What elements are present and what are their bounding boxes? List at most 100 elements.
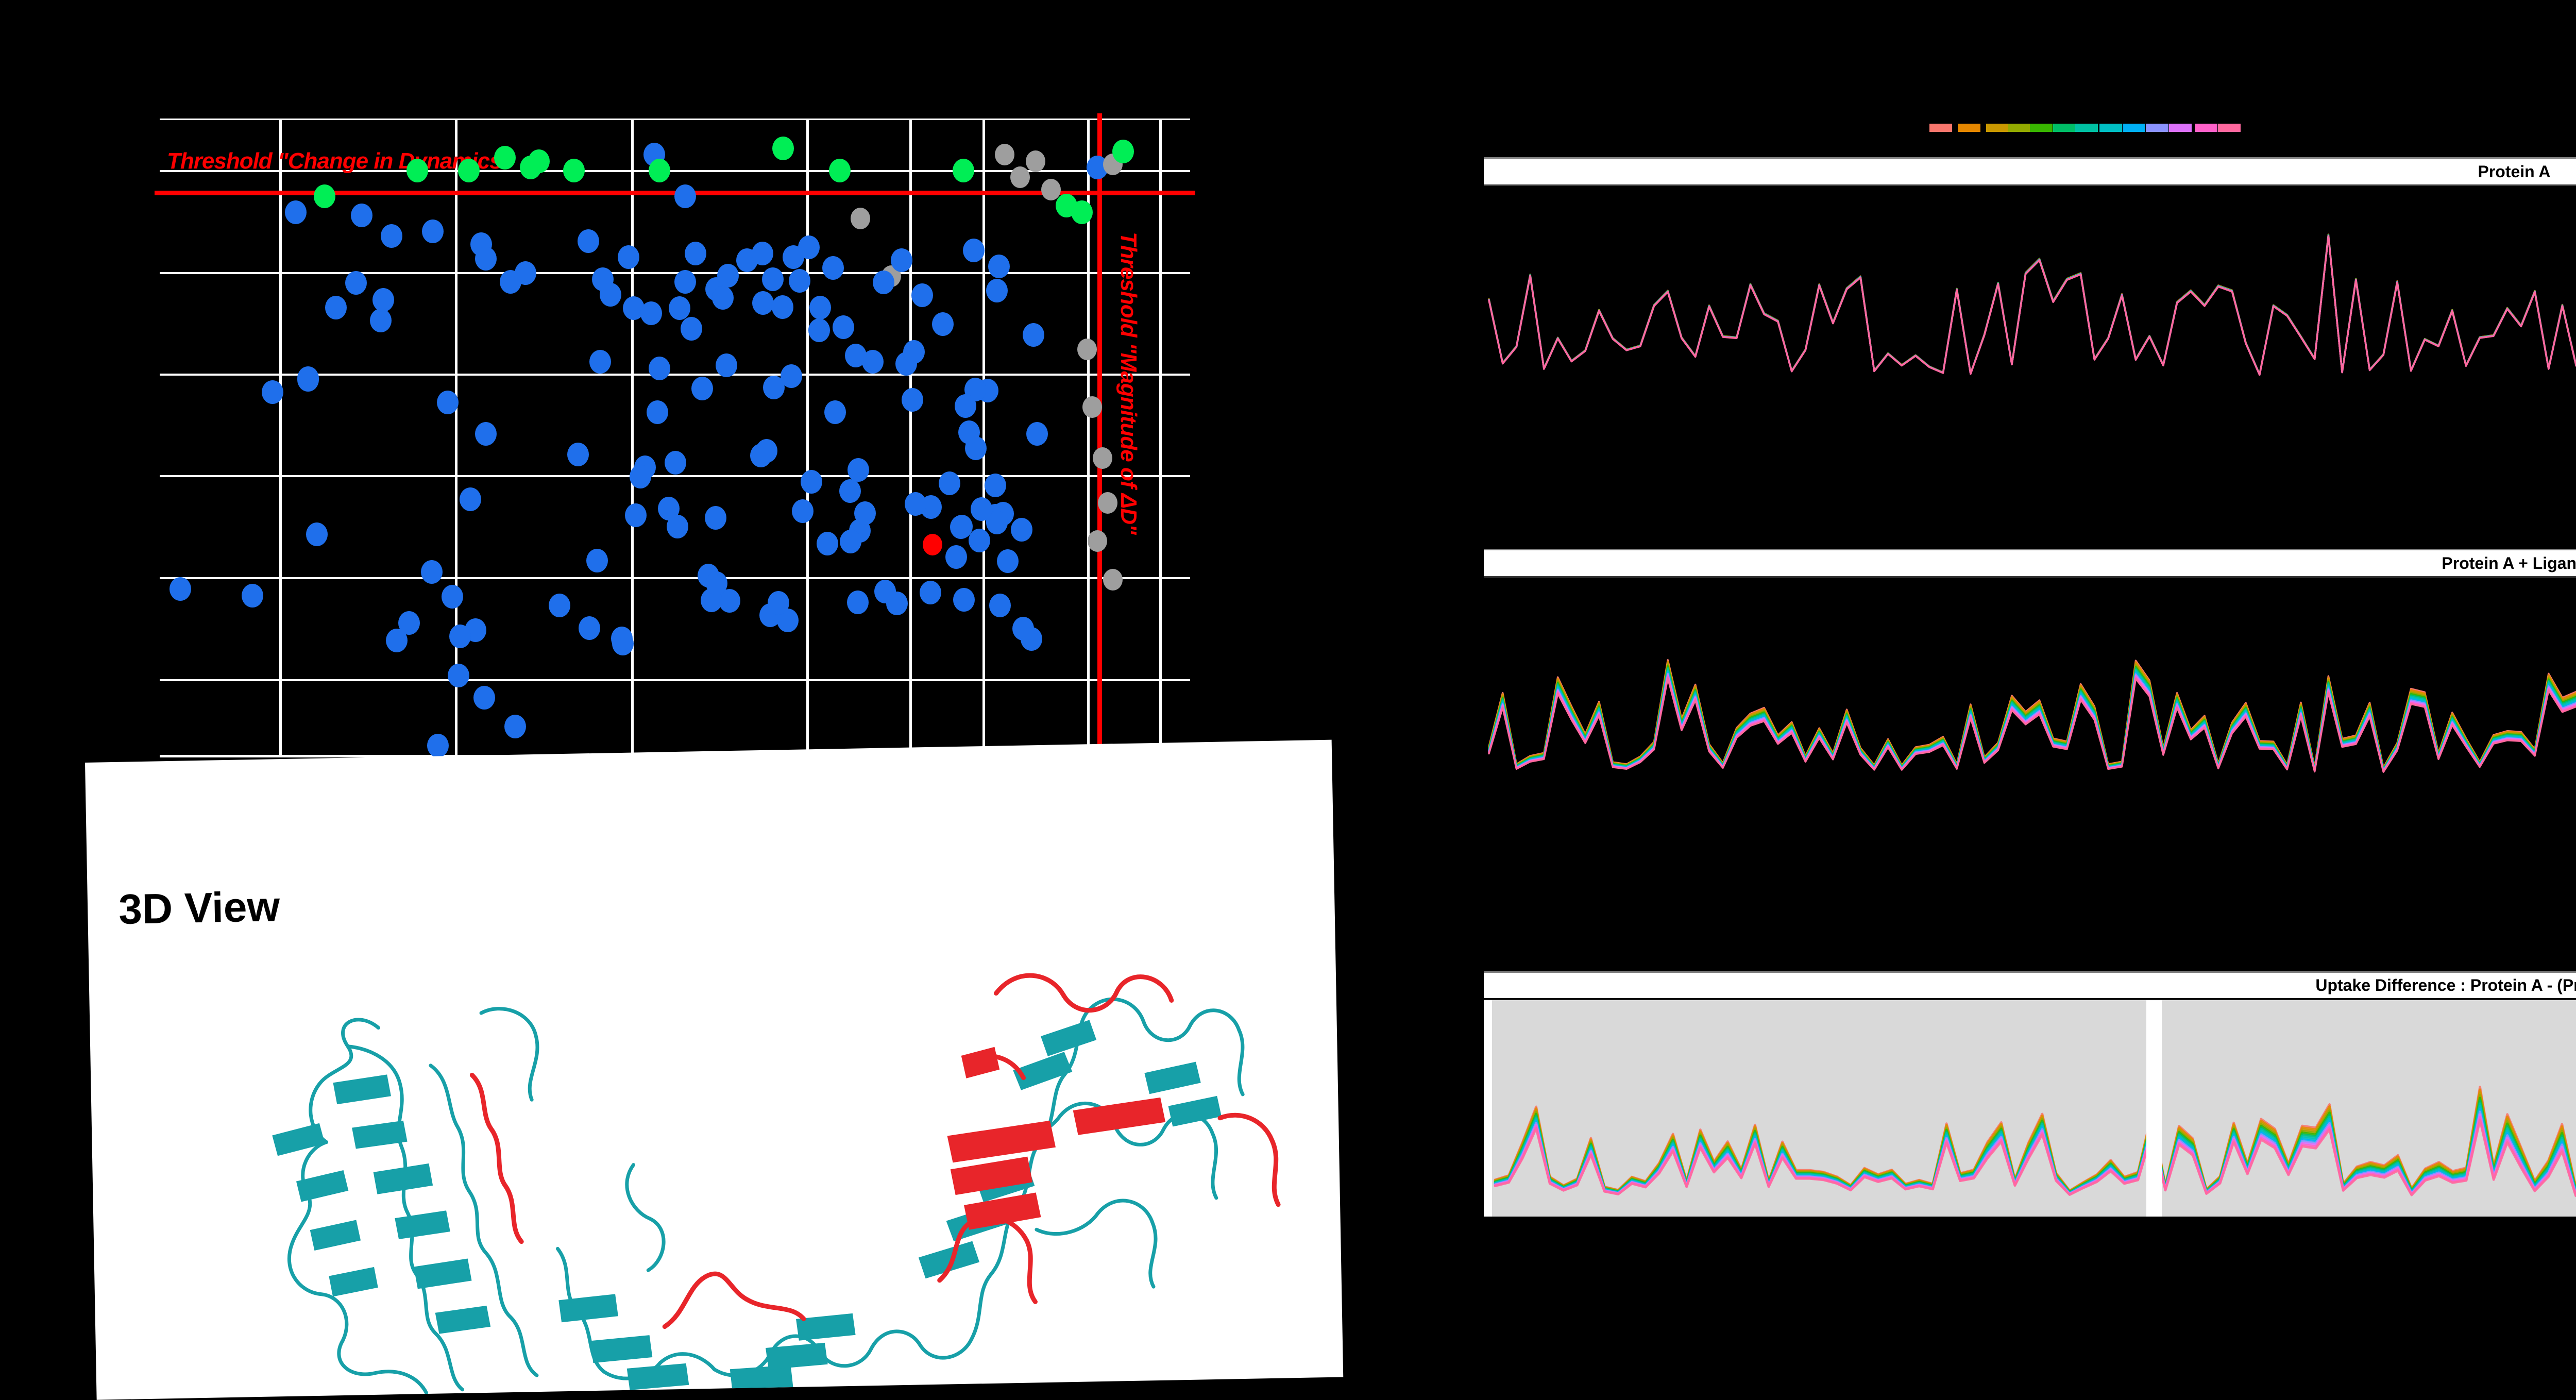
scatter-point[interactable] — [1010, 518, 1032, 542]
scatter-point[interactable] — [752, 242, 773, 266]
scatter-point[interactable] — [891, 248, 912, 272]
scatter-point[interactable] — [801, 469, 823, 494]
scatter-point[interactable] — [325, 295, 347, 319]
scatter-point[interactable] — [904, 492, 926, 516]
scatter-point[interactable] — [988, 255, 1010, 279]
scatter-point[interactable] — [647, 400, 669, 424]
scatter-point[interactable] — [847, 458, 869, 482]
scatter-point[interactable] — [953, 159, 974, 183]
scatter-point[interactable] — [473, 686, 495, 710]
scatter-point[interactable] — [624, 503, 647, 527]
scatter-point[interactable] — [262, 380, 284, 404]
scatter-point[interactable] — [297, 366, 319, 391]
scatter-point[interactable] — [712, 285, 734, 310]
scatter-point[interactable] — [756, 439, 778, 463]
scatter-point[interactable] — [1010, 166, 1030, 188]
scatter-point[interactable] — [285, 200, 307, 224]
scatter-point[interactable] — [436, 391, 459, 415]
scatter-point[interactable] — [242, 583, 263, 608]
scatter-point[interactable] — [691, 377, 714, 401]
scatter-point[interactable] — [1023, 323, 1045, 347]
scatter-point[interactable] — [984, 474, 1006, 498]
scatter-point[interactable] — [903, 340, 925, 364]
scatter-point[interactable] — [669, 296, 691, 320]
scatter-point[interactable] — [1082, 396, 1102, 418]
scatter-point[interactable] — [874, 579, 896, 603]
scatter-point[interactable] — [441, 585, 463, 609]
scatter-point[interactable] — [665, 450, 687, 475]
scatter-point[interactable] — [1103, 568, 1123, 591]
scatter-point[interactable] — [578, 616, 600, 640]
scatter-point[interactable] — [901, 388, 923, 412]
scatter-point[interactable] — [611, 626, 633, 650]
scatter-point[interactable] — [705, 505, 727, 530]
scatter-point[interactable] — [648, 356, 670, 380]
scatter-point[interactable] — [499, 270, 521, 294]
scatter-point[interactable] — [1112, 140, 1134, 163]
scatter-point[interactable] — [997, 549, 1019, 573]
facet-canvas-protein-a[interactable] — [1484, 186, 2576, 418]
scatter-point[interactable] — [1093, 447, 1112, 469]
scatter-point[interactable] — [705, 571, 727, 596]
scatter-point[interactable] — [475, 246, 497, 271]
scatter-point[interactable] — [528, 149, 550, 173]
facet-canvas-protein-a-ligand[interactable] — [1484, 578, 2576, 809]
scatter-point[interactable] — [845, 343, 867, 367]
scatter-point[interactable] — [657, 496, 680, 520]
scatter-point[interactable] — [847, 591, 869, 615]
scatter-point[interactable] — [680, 317, 702, 341]
scatter-point[interactable] — [1026, 150, 1045, 172]
scatter-point[interactable] — [911, 283, 933, 307]
scatter-point[interactable] — [370, 308, 392, 332]
scatter-point[interactable] — [1088, 530, 1107, 552]
scatter-point[interactable] — [372, 288, 395, 312]
scatter-point[interactable] — [563, 159, 585, 183]
scatter-point[interactable] — [458, 159, 480, 183]
scatter-point[interactable] — [629, 465, 651, 489]
scatter-point[interactable] — [640, 301, 662, 325]
scatter-point[interactable] — [833, 315, 855, 340]
scatter-point[interactable] — [822, 256, 844, 280]
scatter-point[interactable] — [968, 528, 990, 552]
scatter-point[interactable] — [792, 499, 814, 523]
scatter-point[interactable] — [780, 364, 802, 389]
scatter-point[interactable] — [789, 269, 811, 293]
scatter-point[interactable] — [772, 136, 794, 160]
scatter-point[interactable] — [872, 270, 894, 294]
scatter-point[interactable] — [345, 271, 367, 295]
scatter-point[interactable] — [717, 264, 739, 288]
scatter-point[interactable] — [459, 487, 481, 511]
scatter-point[interactable] — [586, 548, 608, 572]
scatter-point[interactable] — [772, 295, 794, 319]
scatter-point[interactable] — [504, 715, 526, 738]
scatter-point[interactable] — [1098, 492, 1117, 514]
scatter-point[interactable] — [938, 471, 960, 495]
scatter-point[interactable] — [589, 350, 612, 374]
scatter-point[interactable] — [422, 220, 444, 243]
scatter-point[interactable] — [986, 278, 1008, 302]
scatter-point[interactable] — [829, 159, 851, 183]
scatter-point[interactable] — [1026, 422, 1048, 446]
scatter-point[interactable] — [549, 593, 571, 617]
scatter-point[interactable] — [840, 529, 862, 553]
scatter-point[interactable] — [1041, 179, 1061, 201]
scatter-point[interactable] — [752, 291, 774, 315]
scatter-point[interactable] — [716, 353, 737, 378]
scatter-point[interactable] — [685, 242, 706, 266]
scatter-point[interactable] — [932, 312, 954, 336]
scatter-point[interactable] — [618, 245, 639, 269]
scatter-point[interactable] — [674, 270, 696, 294]
scatter-point[interactable] — [808, 318, 830, 343]
scatter-point[interactable] — [494, 146, 516, 170]
scatter-point[interactable] — [449, 624, 471, 648]
scatter-point[interactable] — [170, 577, 191, 601]
scatter-point[interactable] — [398, 611, 420, 635]
scatter-point[interactable] — [798, 235, 820, 259]
scatter-point[interactable] — [306, 522, 328, 547]
scatter-point[interactable] — [314, 184, 335, 208]
scatter-point[interactable] — [963, 239, 985, 263]
scatter-point[interactable] — [995, 144, 1014, 166]
protein-structure-canvas[interactable] — [88, 895, 1343, 1400]
scatter-point[interactable] — [839, 479, 861, 503]
scatter-point[interactable] — [600, 283, 622, 307]
